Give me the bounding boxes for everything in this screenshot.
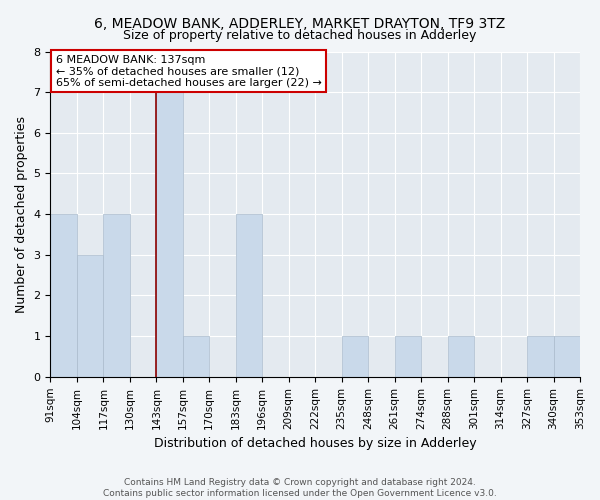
Text: 6 MEADOW BANK: 137sqm
← 35% of detached houses are smaller (12)
65% of semi-deta: 6 MEADOW BANK: 137sqm ← 35% of detached …	[56, 55, 322, 88]
Bar	[554, 336, 580, 377]
Bar	[183, 336, 209, 377]
Bar	[157, 92, 183, 377]
Bar	[527, 336, 554, 377]
Text: 6, MEADOW BANK, ADDERLEY, MARKET DRAYTON, TF9 3TZ: 6, MEADOW BANK, ADDERLEY, MARKET DRAYTON…	[94, 18, 506, 32]
Bar	[448, 336, 474, 377]
X-axis label: Distribution of detached houses by size in Adderley: Distribution of detached houses by size …	[154, 437, 476, 450]
Bar	[77, 255, 103, 377]
Y-axis label: Number of detached properties: Number of detached properties	[15, 116, 28, 312]
Bar	[236, 214, 262, 377]
Bar	[50, 214, 77, 377]
Bar	[395, 336, 421, 377]
Bar	[341, 336, 368, 377]
Text: Contains HM Land Registry data © Crown copyright and database right 2024.
Contai: Contains HM Land Registry data © Crown c…	[103, 478, 497, 498]
Text: Size of property relative to detached houses in Adderley: Size of property relative to detached ho…	[124, 29, 476, 42]
Bar	[103, 214, 130, 377]
